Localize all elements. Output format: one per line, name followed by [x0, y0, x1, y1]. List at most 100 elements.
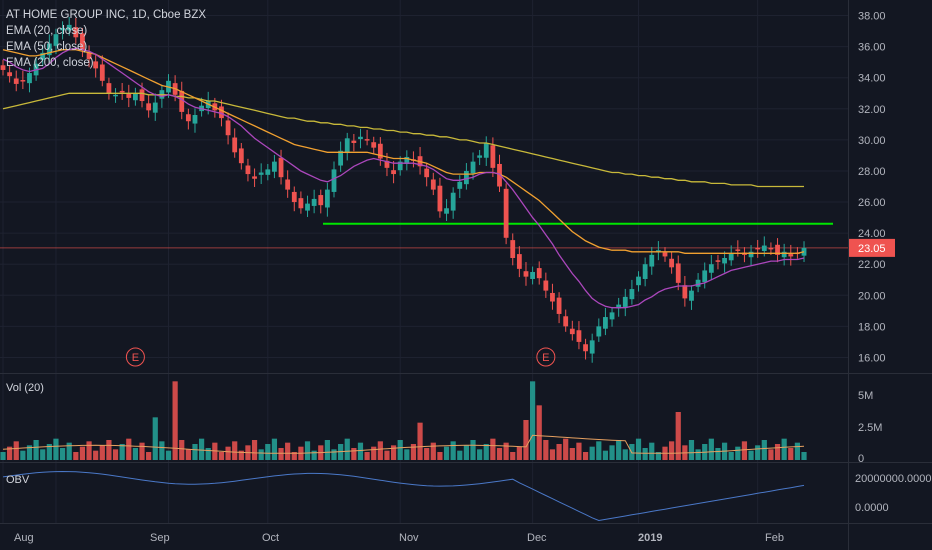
- candle[interactable]: [0, 65, 6, 70]
- candle[interactable]: [576, 330, 582, 342]
- candle[interactable]: [278, 157, 284, 178]
- candle[interactable]: [768, 247, 774, 250]
- candle[interactable]: [583, 344, 588, 352]
- volume-bar[interactable]: [424, 448, 430, 460]
- volume-bar[interactable]: [324, 440, 330, 460]
- candle[interactable]: [556, 297, 562, 314]
- candle[interactable]: [516, 254, 522, 269]
- volume-bar[interactable]: [265, 444, 271, 460]
- candle[interactable]: [622, 296, 628, 307]
- candle[interactable]: [781, 251, 787, 258]
- volume-bar[interactable]: [728, 452, 734, 460]
- candle[interactable]: [695, 279, 701, 287]
- candle[interactable]: [424, 168, 430, 178]
- volume-bar[interactable]: [457, 450, 463, 460]
- candle[interactable]: [510, 240, 516, 258]
- volume-bar[interactable]: [669, 441, 675, 460]
- candle[interactable]: [13, 78, 19, 84]
- volume-bar[interactable]: [761, 440, 767, 460]
- candle[interactable]: [305, 203, 310, 211]
- volume-bar[interactable]: [357, 442, 364, 460]
- candle[interactable]: [119, 90, 125, 93]
- volume-bar[interactable]: [397, 440, 403, 460]
- volume-bar[interactable]: [139, 442, 145, 460]
- volume-bar[interactable]: [331, 449, 337, 460]
- volume-bar[interactable]: [675, 412, 681, 460]
- candle[interactable]: [669, 258, 675, 268]
- volume-bar[interactable]: [311, 450, 317, 460]
- volume-bar[interactable]: [185, 449, 191, 460]
- candle[interactable]: [338, 150, 344, 166]
- volume-bar[interactable]: [93, 450, 99, 460]
- volume-bar[interactable]: [238, 450, 244, 460]
- volume-bar[interactable]: [179, 440, 185, 460]
- volume-bar[interactable]: [755, 445, 761, 460]
- volume-bar[interactable]: [596, 441, 602, 460]
- volume-bar[interactable]: [59, 448, 66, 460]
- candle[interactable]: [364, 139, 370, 141]
- candle[interactable]: [377, 143, 383, 159]
- candle[interactable]: [252, 176, 257, 179]
- candle[interactable]: [629, 289, 635, 300]
- candle[interactable]: [93, 61, 99, 69]
- obv-pane-label[interactable]: OBV: [6, 474, 30, 486]
- candle[interactable]: [60, 27, 65, 31]
- candle[interactable]: [490, 145, 496, 168]
- volume-bar[interactable]: [344, 438, 350, 460]
- candle[interactable]: [331, 169, 337, 192]
- candle[interactable]: [497, 163, 502, 187]
- volume-bar[interactable]: [708, 438, 714, 460]
- volume-bar[interactable]: [377, 441, 383, 460]
- candle[interactable]: [66, 24, 72, 31]
- volume-bar[interactable]: [516, 446, 522, 460]
- candle[interactable]: [27, 73, 32, 84]
- volume-bar[interactable]: [192, 444, 198, 460]
- volume-bar[interactable]: [483, 444, 489, 460]
- candle[interactable]: [616, 304, 622, 309]
- volume-bar[interactable]: [688, 440, 695, 460]
- candle[interactable]: [715, 260, 721, 262]
- volume-bar[interactable]: [496, 448, 503, 460]
- volume-bar[interactable]: [258, 449, 264, 460]
- candle[interactable]: [99, 64, 105, 81]
- candle[interactable]: [192, 115, 198, 124]
- candle[interactable]: [106, 83, 112, 94]
- volume-bar[interactable]: [99, 445, 105, 460]
- volume-bar[interactable]: [563, 438, 569, 460]
- volume-bar[interactable]: [364, 452, 370, 460]
- volume-bar[interactable]: [26, 445, 33, 460]
- candle[interactable]: [649, 254, 655, 267]
- volume-bar[interactable]: [232, 441, 238, 460]
- volume-bar[interactable]: [470, 440, 476, 460]
- candle[interactable]: [464, 170, 469, 185]
- candle[interactable]: [748, 251, 754, 258]
- volume-bar[interactable]: [715, 448, 721, 460]
- volume-bar[interactable]: [510, 452, 516, 460]
- candle[interactable]: [589, 340, 595, 354]
- candle[interactable]: [20, 80, 26, 82]
- candle[interactable]: [609, 312, 615, 320]
- legend-ema50[interactable]: EMA (50, close): [6, 41, 88, 53]
- candle[interactable]: [450, 192, 456, 211]
- candle[interactable]: [444, 208, 449, 214]
- volume-bar[interactable]: [609, 445, 615, 460]
- volume-bar[interactable]: [172, 381, 178, 460]
- candle[interactable]: [351, 140, 357, 143]
- candle[interactable]: [761, 245, 767, 251]
- volume-bar[interactable]: [463, 445, 469, 460]
- volume-bar[interactable]: [0, 452, 6, 460]
- candle[interactable]: [543, 280, 549, 291]
- volume-bar[interactable]: [251, 440, 258, 460]
- volume-bar[interactable]: [781, 438, 787, 460]
- volume-bar[interactable]: [7, 446, 13, 460]
- volume-bar[interactable]: [801, 452, 807, 460]
- volume-bar[interactable]: [384, 450, 390, 460]
- candle[interactable]: [775, 244, 780, 255]
- candle[interactable]: [126, 94, 132, 98]
- volume-bar[interactable]: [132, 448, 138, 460]
- volume-bar[interactable]: [741, 441, 748, 460]
- volume-bar[interactable]: [556, 444, 562, 460]
- candle[interactable]: [371, 142, 377, 148]
- candle[interactable]: [682, 285, 688, 299]
- volume-bar[interactable]: [437, 452, 443, 460]
